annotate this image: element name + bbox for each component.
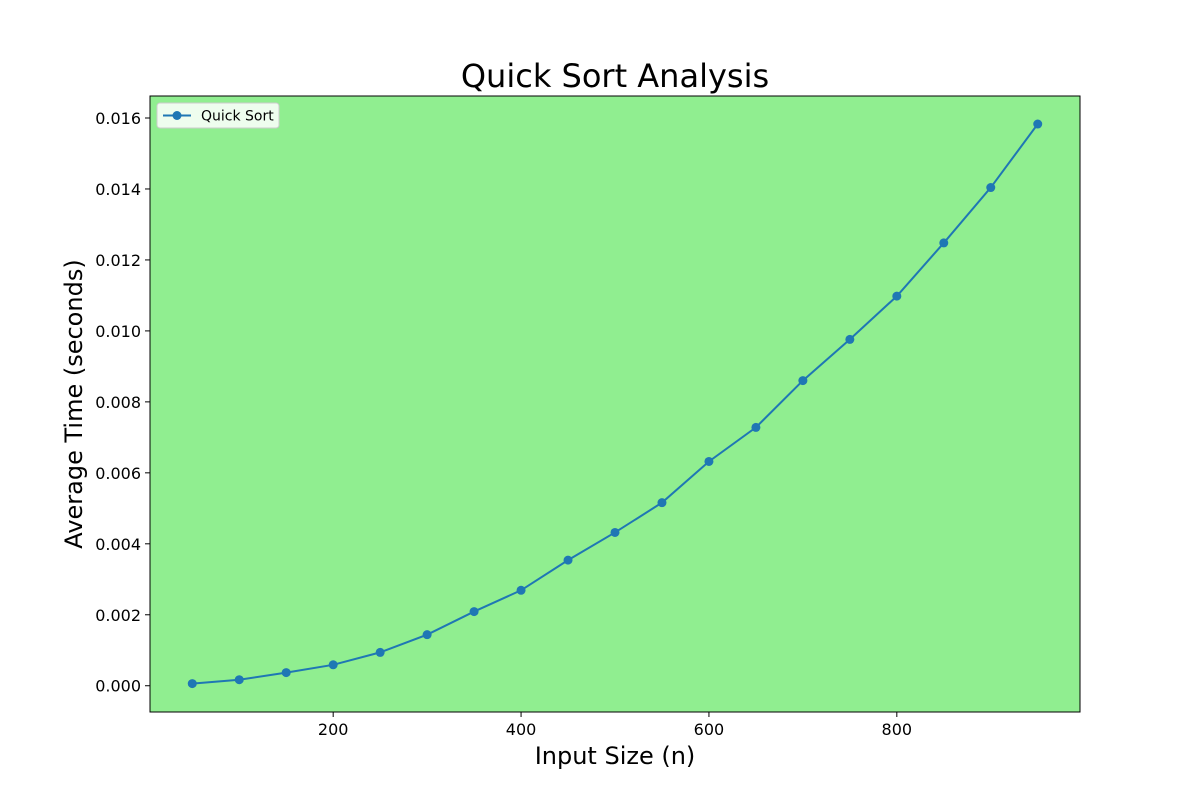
data-point	[986, 183, 996, 193]
x-tick-label: 400	[506, 720, 537, 739]
data-point	[422, 630, 432, 640]
legend-box	[156, 102, 280, 129]
data-point	[845, 334, 855, 344]
data-point	[704, 456, 714, 466]
legend-entry-quick-sort: Quick Sort	[201, 109, 274, 125]
data-point	[892, 291, 902, 301]
y-tick-label: 0.016	[95, 109, 141, 128]
y-axis: 0.000 0.002 0.004 0.006 0.008 0.010 0.012 0.014…	[95, 109, 150, 696]
data-point	[798, 376, 808, 386]
data-point	[469, 607, 479, 617]
plot-area	[150, 96, 1080, 712]
x-axis-label: Input Size (n)	[535, 742, 696, 770]
data-point	[234, 675, 244, 685]
data-point	[563, 555, 573, 565]
x-tick-label: 600	[694, 720, 725, 739]
data-point	[187, 679, 197, 689]
chart-title: Quick Sort Analysis	[461, 57, 769, 95]
y-tick-label: 0.004	[95, 535, 141, 554]
plot-frame	[149, 95, 1081, 713]
legend: Quick Sort	[156, 102, 280, 129]
data-point	[328, 660, 338, 670]
data-point	[516, 585, 526, 595]
data-point	[939, 238, 949, 248]
y-axis-label: Average Time (seconds)	[60, 259, 88, 548]
y-tick-label: 0.006	[95, 464, 141, 483]
data-point	[657, 498, 667, 508]
legend-marker	[172, 111, 182, 120]
data-point	[610, 527, 620, 537]
data-point	[1033, 119, 1043, 129]
y-tick-label: 0.008	[95, 393, 141, 412]
y-tick-label: 0.014	[95, 180, 141, 199]
y-tick-label: 0.002	[95, 606, 141, 625]
x-axis: 200 400 600 800	[318, 712, 912, 739]
y-tick-label: 0.012	[95, 251, 141, 270]
x-tick-label: 800	[882, 720, 913, 739]
series-layer	[187, 119, 1043, 689]
y-tick-label: 0.010	[95, 322, 141, 341]
data-point	[751, 422, 761, 432]
y-tick-label: 0.000	[95, 677, 141, 696]
x-tick-label: 200	[318, 720, 349, 739]
data-point	[281, 668, 291, 678]
data-point	[375, 647, 385, 657]
